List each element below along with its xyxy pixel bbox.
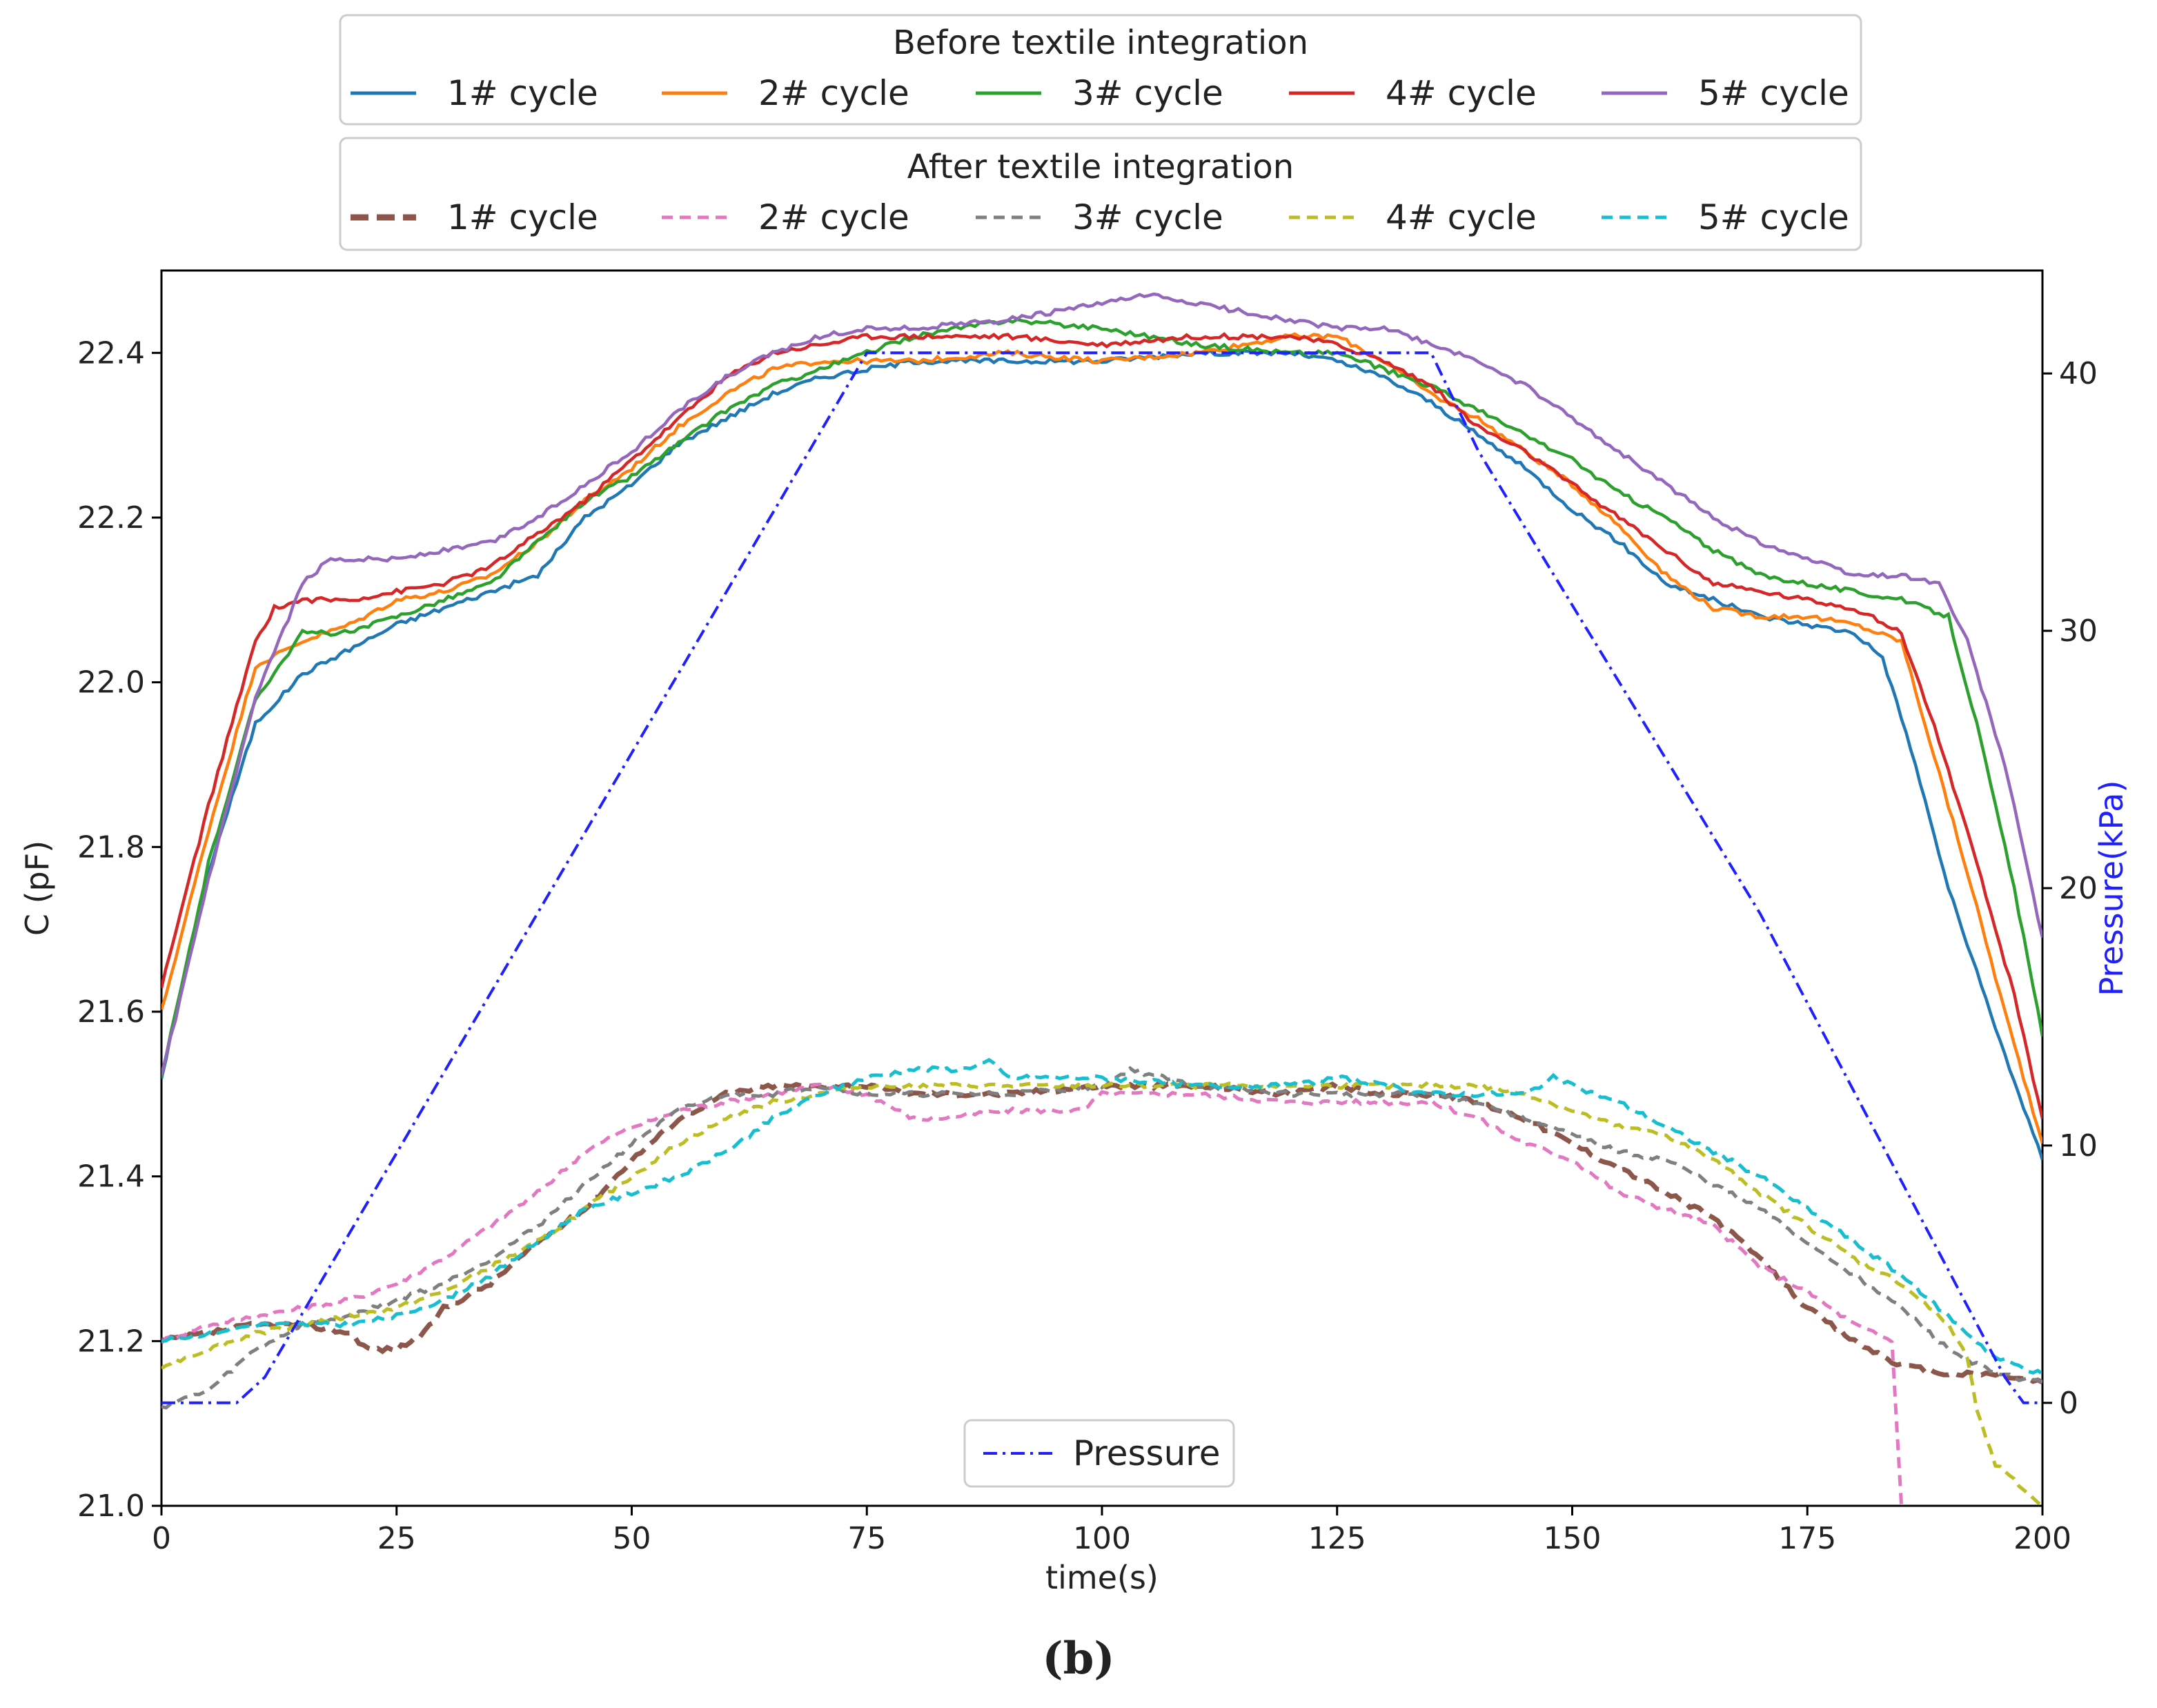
series-before-2 <box>161 332 2042 1144</box>
legend-pressure-label: Pressure <box>1073 1433 1221 1473</box>
x-tick-label: 50 <box>613 1521 651 1556</box>
y-tick-label: 22.0 <box>77 665 145 700</box>
y2-tick-label: 20 <box>2059 871 2098 906</box>
legend-label-1: 1# cycle <box>447 73 598 113</box>
x-tick-label: 150 <box>1544 1521 1602 1556</box>
series-before-5 <box>161 292 2042 1076</box>
y-tick-label: 21.2 <box>77 1324 145 1359</box>
series-after-5 <box>161 1057 2042 1376</box>
legend-after: After textile integration 1# cycle 2# cyc… <box>339 137 1862 251</box>
series-before-4 <box>161 332 2042 1119</box>
y2-tick-label: 0 <box>2059 1386 2078 1421</box>
y2-tick-label: 10 <box>2059 1128 2098 1164</box>
legend-label-2: 2# cycle <box>758 197 909 237</box>
x-tick-label: 200 <box>2013 1521 2071 1556</box>
x-tick-label: 125 <box>1308 1521 1366 1556</box>
legend-after-title: After textile integration <box>907 148 1294 186</box>
y-tick-label: 22.4 <box>77 335 145 371</box>
x-tick-label: 0 <box>152 1521 171 1556</box>
x-tick-label: 25 <box>377 1521 416 1556</box>
legend-label-3: 3# cycle <box>1072 197 1223 237</box>
legend-label-3: 3# cycle <box>1072 73 1223 113</box>
series-after-4 <box>161 1081 2042 1506</box>
legend-before-title: Before textile integration <box>893 23 1308 62</box>
y-tick-label: 21.0 <box>77 1489 145 1524</box>
series-after-3 <box>161 1066 2042 1410</box>
y2-tick-label: 40 <box>2059 356 2098 391</box>
legend-label-4: 4# cycle <box>1386 73 1537 113</box>
y2-tick-label: 30 <box>2059 613 2098 649</box>
legend-label-5: 5# cycle <box>1698 197 1849 237</box>
x-tick-label: 175 <box>1778 1521 1836 1556</box>
y-axis-title: C (pF) <box>19 841 56 936</box>
legend-label-5: 5# cycle <box>1698 73 1849 113</box>
y2-axis-title: Pressure(kPa) <box>2093 781 2130 997</box>
legend-pressure: Pressure <box>963 1419 1235 1488</box>
series-before-3 <box>161 317 2042 1078</box>
x-tick-label: 100 <box>1073 1521 1131 1556</box>
x-axis-title: time(s) <box>1045 1559 1159 1596</box>
series-after-2 <box>161 1082 1904 1506</box>
plot-area <box>160 269 2044 1507</box>
legend-label-2: 2# cycle <box>758 73 909 113</box>
y-tick-label: 22.2 <box>77 500 145 536</box>
y-tick-label: 21.6 <box>77 994 145 1030</box>
series-pressure <box>161 351 2042 1404</box>
legend-label-1: 1# cycle <box>447 197 598 237</box>
figure-caption: (b) <box>1042 1633 1114 1685</box>
y-tick-label: 21.4 <box>77 1159 145 1195</box>
x-tick-label: 75 <box>847 1521 886 1556</box>
series-before-1 <box>161 348 2042 1161</box>
legend-before: Before textile integration 1# cycle 2# cy… <box>339 14 1862 126</box>
legend-label-4: 4# cycle <box>1386 197 1537 237</box>
y-tick-label: 21.8 <box>77 830 145 865</box>
